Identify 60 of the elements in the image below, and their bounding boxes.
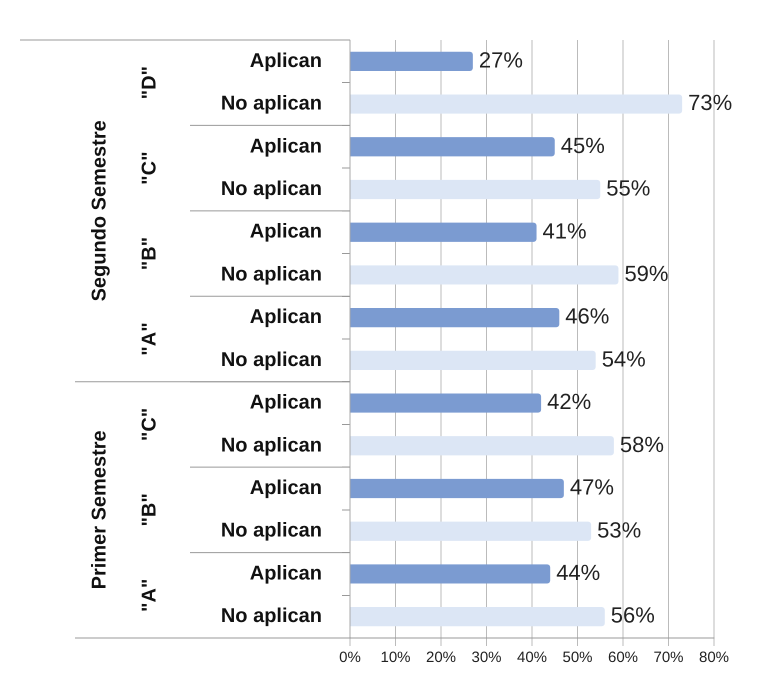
data-label: 44% <box>556 560 600 585</box>
text: "C" <box>138 151 161 185</box>
x-tick-label: 0% <box>339 649 361 666</box>
bar <box>350 180 600 200</box>
x-tick-label: 80% <box>698 649 730 666</box>
data-label: 27% <box>478 47 523 72</box>
bar <box>350 94 682 114</box>
y-tick-label: Aplican <box>250 477 322 500</box>
data-label: 42% <box>547 389 592 414</box>
data-label: 56% <box>610 602 655 628</box>
data-label: 59% <box>624 260 668 286</box>
y-tick-label: No aplican <box>220 520 322 542</box>
text: "D" <box>138 66 161 100</box>
bar <box>350 393 542 413</box>
y-tick-label: No aplican <box>220 605 322 628</box>
x-tick-label: 40% <box>516 649 548 666</box>
y-tick-label: No aplican <box>220 178 322 200</box>
y-tick-label: Aplican <box>250 392 322 414</box>
bar <box>350 436 614 456</box>
bar <box>350 265 618 285</box>
bar <box>350 137 555 156</box>
bar <box>350 52 473 71</box>
data-label: 54% <box>602 346 646 372</box>
x-tick-label: 70% <box>653 649 684 666</box>
bar <box>350 564 550 584</box>
x-tick-label: 60% <box>608 649 638 666</box>
data-label: 55% <box>606 176 650 201</box>
y-tick-label: No aplican <box>220 348 322 371</box>
text: "C" <box>138 408 161 442</box>
bar <box>350 478 564 498</box>
y-tick-label: Aplican <box>250 306 322 328</box>
x-tick-label: 50% <box>562 649 593 666</box>
data-label: 58% <box>620 432 664 457</box>
x-tick-label: 30% <box>471 649 502 666</box>
y-tick-label: No aplican <box>220 92 322 115</box>
bar <box>350 222 537 242</box>
data-label: 53% <box>597 517 642 542</box>
y-tick-label: No aplican <box>220 263 322 286</box>
text: Primer Semestre <box>88 430 111 590</box>
y-tick-label: Aplican <box>250 135 322 158</box>
text: "A" <box>138 578 161 612</box>
y-tick-label: No aplican <box>220 434 322 456</box>
bar <box>350 522 592 541</box>
text: "A" <box>138 322 161 356</box>
data-label: 73% <box>688 90 732 116</box>
bar <box>350 607 605 626</box>
text: Segundo Semestre <box>88 120 111 302</box>
text: "B" <box>138 236 161 270</box>
x-tick-label: 20% <box>426 649 456 666</box>
data-label: 46% <box>565 304 610 329</box>
data-label: 45% <box>560 132 605 158</box>
text: "B" <box>138 493 161 527</box>
x-tick-label: 10% <box>380 649 411 666</box>
data-label: 41% <box>542 218 587 244</box>
bar <box>350 350 596 370</box>
y-tick-label: Aplican <box>250 50 322 72</box>
bar <box>350 308 560 328</box>
y-tick-label: Aplican <box>250 220 322 243</box>
data-label: 47% <box>570 474 614 500</box>
y-tick-label: Aplican <box>250 562 322 584</box>
